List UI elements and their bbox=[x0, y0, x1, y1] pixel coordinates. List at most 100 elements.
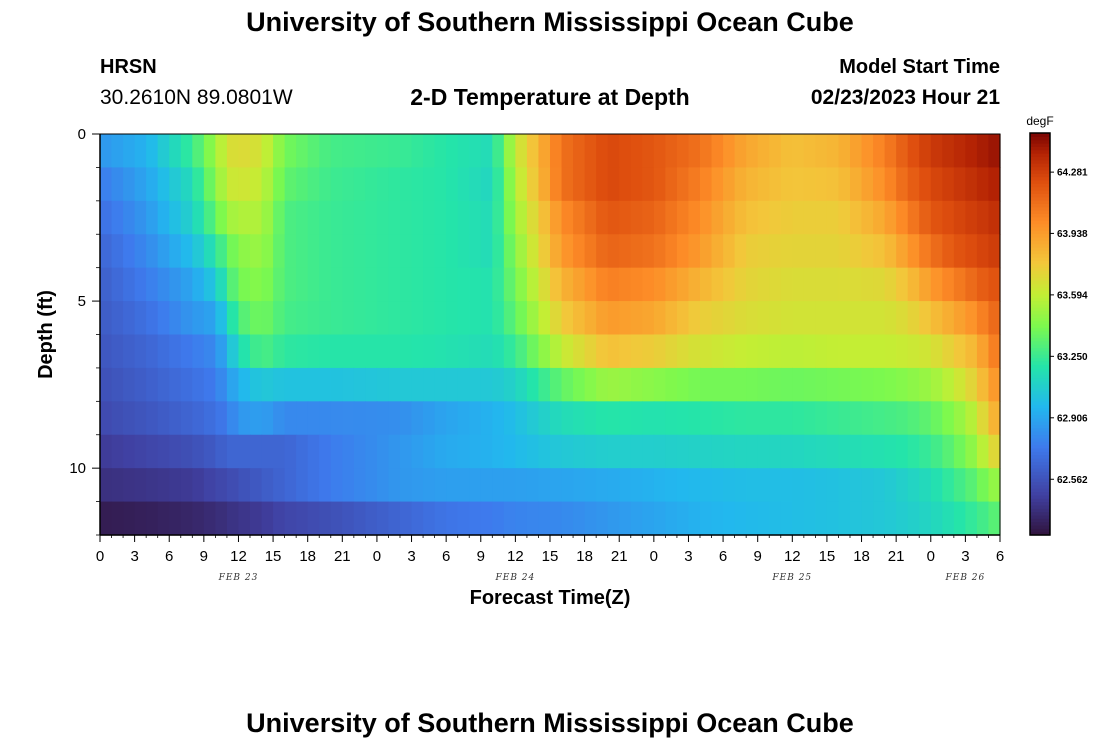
heatmap-cell bbox=[596, 301, 609, 336]
heatmap-cell bbox=[607, 301, 620, 336]
heatmap-cell bbox=[388, 434, 401, 469]
colorbar-segment bbox=[1030, 210, 1050, 214]
colorbar-segment bbox=[1030, 280, 1050, 285]
heatmap-cell bbox=[261, 501, 274, 536]
y-axis-title: Depth (ft) bbox=[35, 290, 57, 379]
heatmap-cell bbox=[642, 434, 655, 469]
heatmap-cell bbox=[607, 267, 620, 302]
colorbar-segment bbox=[1030, 250, 1050, 255]
heatmap-cell bbox=[734, 367, 747, 402]
heatmap-cell bbox=[896, 167, 909, 202]
heatmap-cell bbox=[446, 401, 459, 436]
heatmap-cell bbox=[215, 167, 228, 202]
heatmap-cell bbox=[826, 200, 840, 235]
heatmap-cell bbox=[434, 167, 447, 202]
heatmap-cell bbox=[469, 267, 482, 302]
heatmap-cell bbox=[988, 334, 1001, 369]
heatmap-cell bbox=[226, 234, 240, 269]
heatmap-cell bbox=[261, 267, 274, 302]
heatmap-cell bbox=[838, 234, 851, 269]
heatmap-cell bbox=[480, 501, 493, 536]
heatmap-cell bbox=[423, 434, 436, 469]
heatmap-cell bbox=[746, 334, 759, 369]
heatmap-cell bbox=[596, 334, 609, 369]
colorbar-segment bbox=[1030, 347, 1050, 352]
heatmap-cell bbox=[353, 200, 366, 235]
x-tick-label: 18 bbox=[299, 548, 316, 565]
heatmap-cell bbox=[342, 468, 355, 503]
colorbar-segment bbox=[1030, 421, 1050, 426]
heatmap-cell bbox=[100, 434, 113, 469]
heatmap-cell bbox=[573, 267, 586, 302]
heatmap-cell bbox=[111, 434, 124, 469]
heatmap-cell bbox=[769, 200, 782, 235]
heatmap-cell bbox=[884, 334, 897, 369]
heatmap-cell bbox=[515, 301, 528, 336]
heatmap-cell bbox=[988, 267, 1001, 302]
colorbar-segment bbox=[1030, 528, 1050, 533]
heatmap-cell bbox=[688, 468, 701, 503]
heatmap-cell bbox=[769, 267, 782, 302]
heatmap-cell bbox=[492, 367, 505, 402]
heatmap-cell bbox=[573, 334, 586, 369]
heatmap-cell bbox=[965, 468, 978, 503]
heatmap-cell bbox=[434, 468, 447, 503]
heatmap-cell bbox=[700, 267, 713, 302]
heatmap-cell bbox=[573, 501, 586, 536]
x-tick-label: 0 bbox=[96, 548, 104, 565]
heatmap-cell bbox=[653, 200, 666, 235]
colorbar-segment bbox=[1030, 374, 1050, 379]
heatmap-cell bbox=[538, 367, 551, 402]
heatmap-cell bbox=[319, 134, 332, 169]
heatmap-cell bbox=[700, 134, 713, 169]
heatmap-cell bbox=[734, 434, 747, 469]
heatmap-cell bbox=[457, 301, 470, 336]
x-tick-label: 21 bbox=[334, 548, 351, 565]
heatmap-cell bbox=[423, 334, 436, 369]
heatmap-cell bbox=[434, 501, 447, 536]
y-tick-label: 5 bbox=[78, 293, 86, 310]
heatmap-cell bbox=[261, 468, 274, 503]
heatmap-cell bbox=[676, 401, 690, 436]
heatmap-cell bbox=[803, 468, 816, 503]
heatmap-cell bbox=[134, 401, 147, 436]
heatmap-cell bbox=[538, 401, 551, 436]
heatmap-cell bbox=[365, 234, 378, 269]
heatmap-cell bbox=[676, 434, 690, 469]
x-tick-label: 12 bbox=[507, 548, 524, 565]
heatmap-cell bbox=[584, 234, 597, 269]
heatmap-cell bbox=[526, 267, 540, 302]
heatmap-cell bbox=[976, 301, 990, 336]
heatmap-cell bbox=[538, 301, 551, 336]
heatmap-cell bbox=[134, 468, 147, 503]
heatmap-cell bbox=[469, 401, 482, 436]
heatmap-cell bbox=[353, 334, 366, 369]
heatmap-cell bbox=[769, 134, 782, 169]
heatmap-cell bbox=[134, 434, 147, 469]
heatmap-cell bbox=[988, 167, 1001, 202]
heatmap-cell bbox=[238, 301, 251, 336]
colorbar-segment bbox=[1030, 521, 1050, 526]
heatmap-cell bbox=[353, 501, 366, 536]
heatmap-cell bbox=[803, 334, 816, 369]
heatmap-cell bbox=[123, 367, 136, 402]
colorbar-segment bbox=[1030, 404, 1050, 409]
heatmap-cell bbox=[930, 301, 943, 336]
heatmap-cell bbox=[423, 200, 436, 235]
heatmap-cell bbox=[619, 468, 632, 503]
heatmap-cell bbox=[861, 367, 874, 402]
heatmap-cell bbox=[976, 367, 990, 402]
heatmap-cell bbox=[180, 234, 193, 269]
colorbar-segment bbox=[1030, 411, 1050, 415]
heatmap-cell bbox=[792, 367, 805, 402]
heatmap-cell bbox=[503, 334, 516, 369]
heatmap-cell bbox=[769, 401, 782, 436]
x-tick-label: 6 bbox=[442, 548, 450, 565]
heatmap-cell bbox=[388, 401, 401, 436]
heatmap-cell bbox=[919, 301, 932, 336]
heatmap-cell bbox=[226, 468, 240, 503]
heatmap-cell bbox=[480, 167, 493, 202]
heatmap-cell bbox=[642, 267, 655, 302]
heatmap-cell bbox=[169, 167, 182, 202]
colorbar-segment bbox=[1030, 501, 1050, 506]
